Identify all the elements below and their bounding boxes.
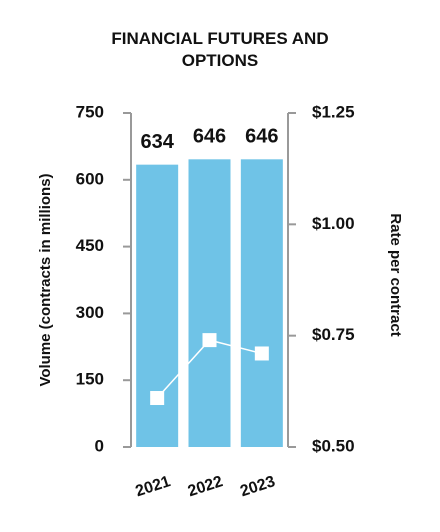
x-tick-label: 2022 <box>186 473 225 500</box>
y2-axis-label: Rate per contract <box>387 213 404 336</box>
y-tick-label: 450 <box>76 236 104 255</box>
line-marker <box>202 333 217 348</box>
y-tick-label: 150 <box>76 370 104 389</box>
x-tick-label: 2023 <box>238 473 277 500</box>
chart-title: FINANCIAL FUTURES AND OPTIONS <box>111 29 329 70</box>
y-tick-label: 750 <box>76 102 104 121</box>
y2-tick-label: $0.75 <box>312 325 355 344</box>
line-marker <box>150 391 165 406</box>
y2-tick-label: $1.00 <box>312 214 355 233</box>
y-axis-label: Volume (contracts in millions) <box>37 173 54 386</box>
data-label: 646 <box>245 126 278 148</box>
x-tick-label: 2021 <box>134 473 173 500</box>
line-marker <box>254 346 269 361</box>
y-tick-label: 600 <box>76 169 104 188</box>
bar <box>188 159 231 447</box>
data-label: 646 <box>193 126 226 148</box>
y-tick-label: 0 <box>95 436 104 455</box>
y2-tick-label: $0.50 <box>312 436 355 455</box>
bar <box>240 159 283 447</box>
y-tick-label: 300 <box>76 303 104 322</box>
y2-tick-label: $1.25 <box>312 102 355 121</box>
data-label: 634 <box>140 131 174 153</box>
